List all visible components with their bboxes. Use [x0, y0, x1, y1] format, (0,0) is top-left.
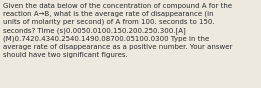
Text: Given the data below of the concentration of compound A for the
reaction A→B, wh: Given the data below of the concentratio…: [3, 3, 233, 58]
